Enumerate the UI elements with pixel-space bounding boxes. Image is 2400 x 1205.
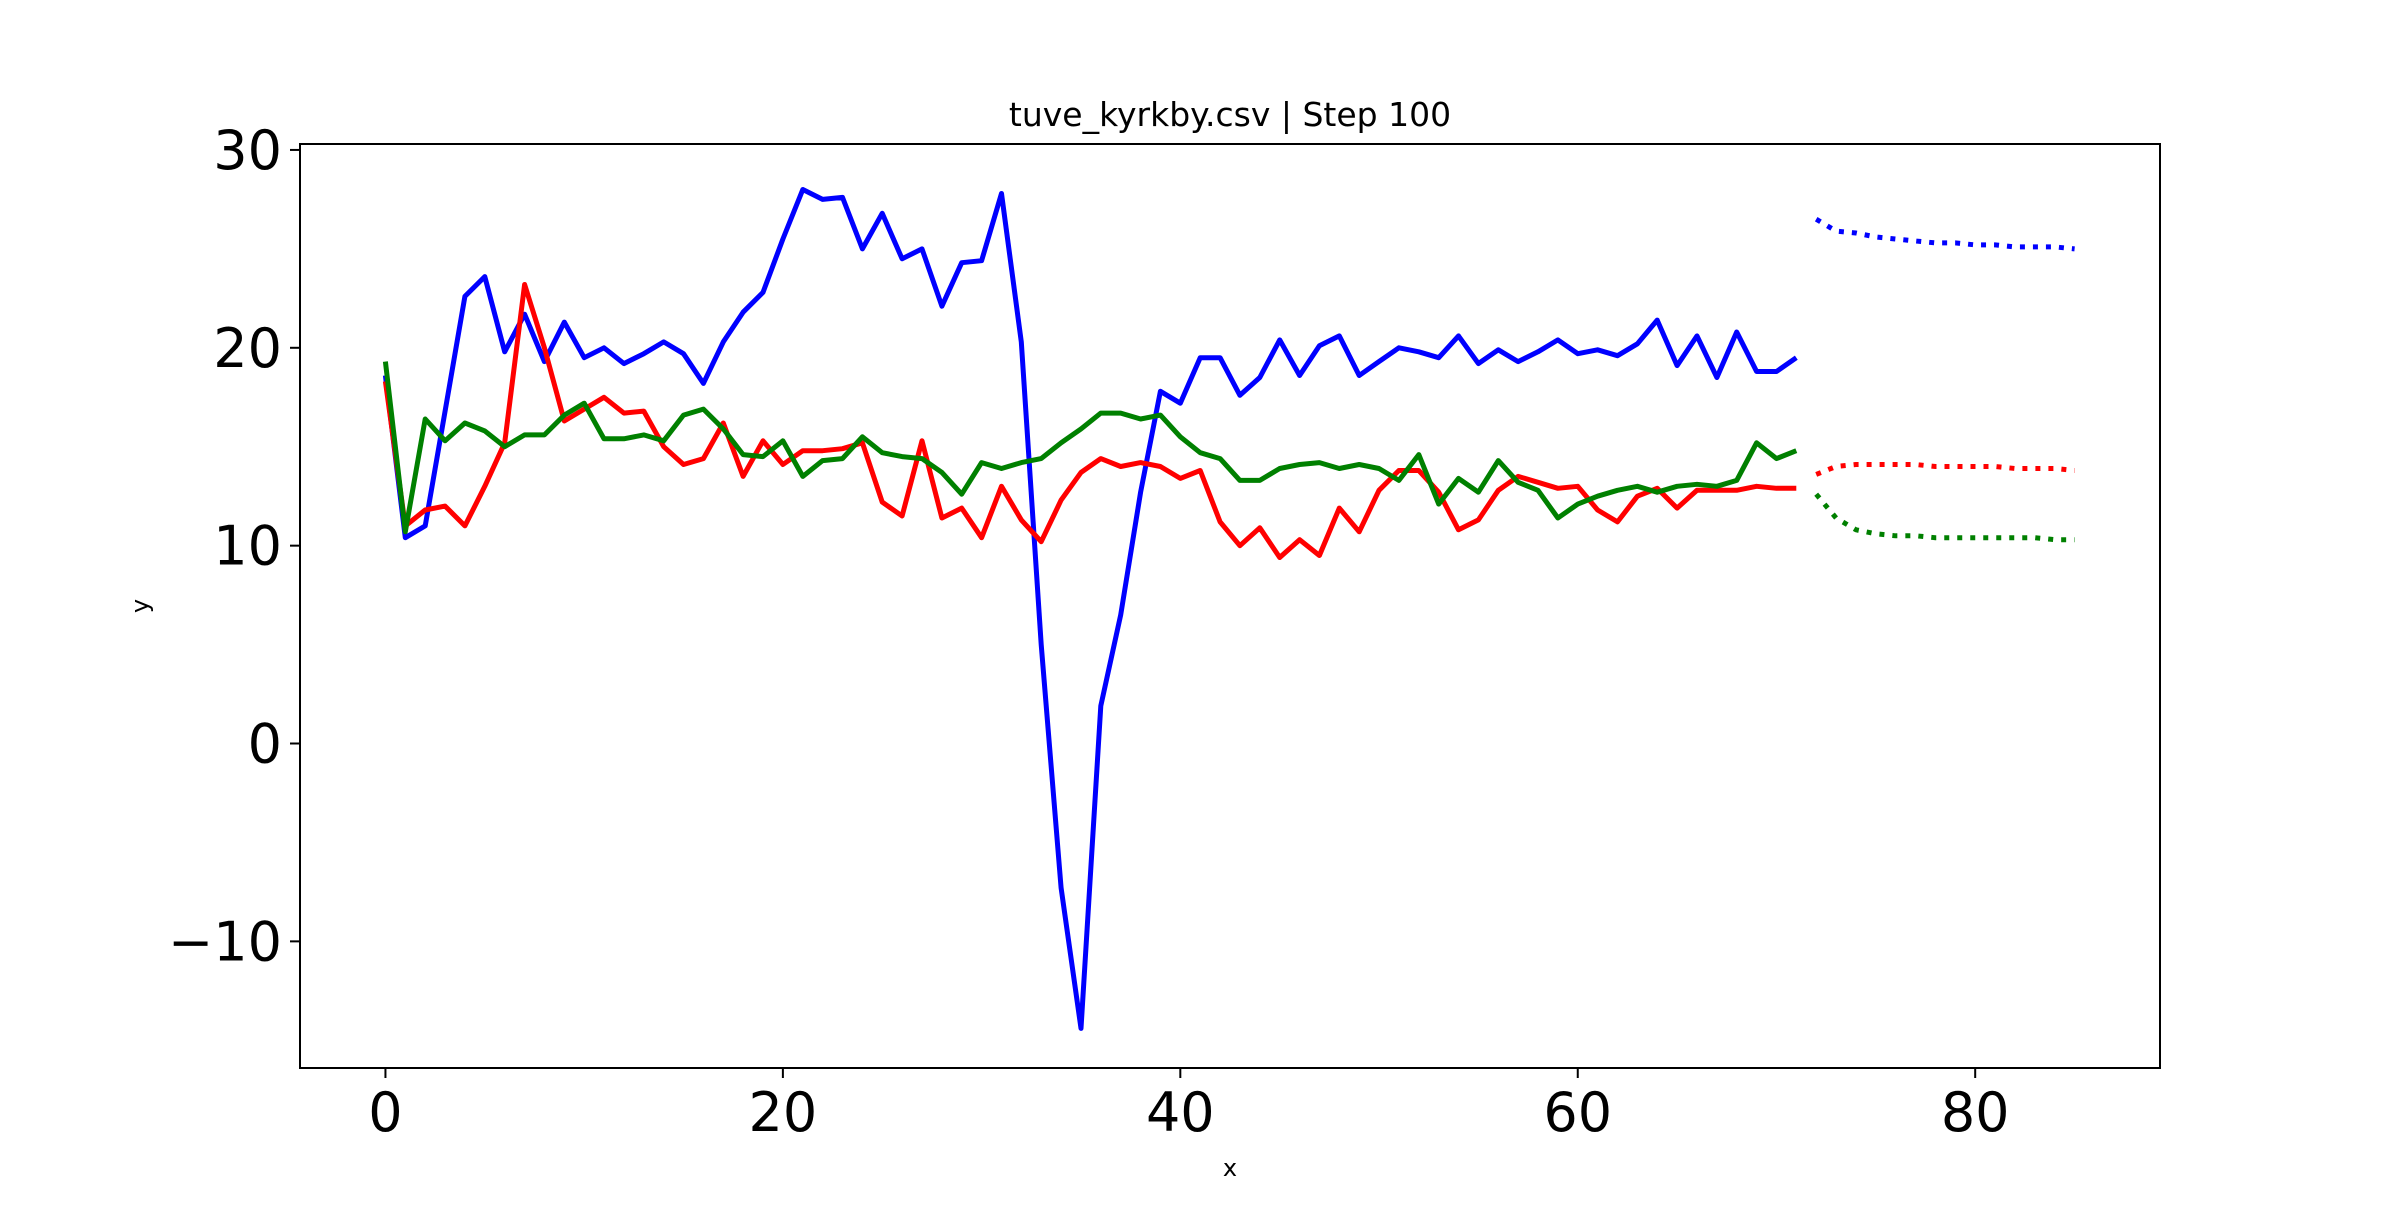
x-tick-label: 40 <box>1146 1081 1215 1144</box>
series-3-forecast-line <box>1814 492 2075 543</box>
x-axis: 0 20 40 60 80 <box>368 1068 2010 1144</box>
y-tick-label: 20 <box>213 317 282 380</box>
x-tick-label: 20 <box>749 1081 818 1144</box>
series-1-forecast-line <box>1814 217 2075 252</box>
series-1-history-line <box>382 187 1798 1031</box>
x-tick-label: 60 <box>1543 1081 1612 1144</box>
series-2-history-line <box>382 282 1797 560</box>
series-layer <box>382 187 2075 1031</box>
x-tick-label: 0 <box>368 1081 402 1144</box>
series-3-history-line <box>382 361 1798 535</box>
y-axis: −10 0 10 20 30 <box>168 119 300 973</box>
y-axis-label: y <box>126 599 154 613</box>
x-axis-label: x <box>1223 1154 1237 1182</box>
y-tick-label: −10 <box>168 910 282 973</box>
y-tick-label: 0 <box>248 713 282 776</box>
series-2-forecast-line <box>1815 462 2075 477</box>
x-tick-label: 80 <box>1941 1081 2010 1144</box>
plot-frame <box>299 143 2161 1069</box>
y-tick-label: 30 <box>213 119 282 182</box>
chart-title: tuve_kyrkby.csv | Step 100 <box>1009 95 1451 134</box>
y-tick-label: 10 <box>213 515 282 578</box>
